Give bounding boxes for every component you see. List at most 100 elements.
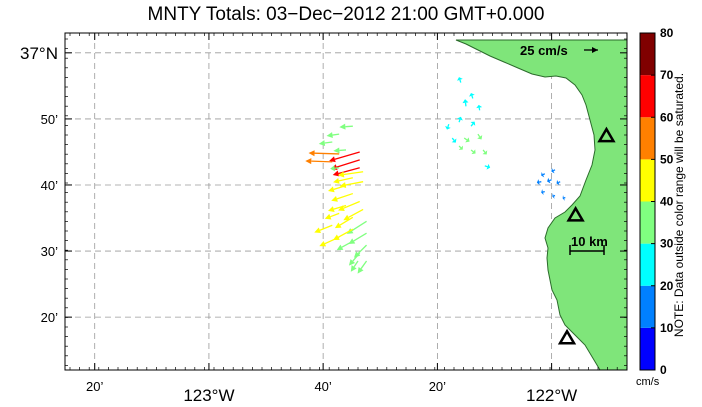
current-vector [536, 179, 542, 186]
vector-head [319, 240, 327, 247]
current-vector [339, 123, 353, 130]
vector-shaft [345, 181, 364, 186]
vector-shaft [471, 95, 474, 99]
current-vectors [305, 77, 566, 274]
colorbar-band [640, 285, 655, 328]
frame-ticks [65, 33, 628, 370]
vector-shaft [360, 260, 368, 270]
current-vector [314, 224, 333, 234]
vector-shaft [338, 177, 353, 182]
vector-head [338, 205, 345, 211]
current-vector [353, 244, 368, 258]
vector-head [541, 171, 545, 178]
vector-head [318, 140, 326, 147]
colorbar-tick-label: 40 [660, 195, 674, 209]
site-north-marker [597, 126, 616, 143]
vector-head [326, 132, 333, 139]
colorbar-band [640, 117, 655, 160]
map-frame [64, 32, 628, 371]
vector-head [462, 99, 469, 104]
vector-head [451, 138, 457, 143]
current-vector [328, 204, 347, 213]
reference-vector-label: 25 cm/s [520, 43, 568, 58]
current-vector [350, 260, 359, 272]
colorbar-tick-label: 10 [660, 321, 674, 335]
vector-shaft [334, 151, 360, 160]
current-vector [458, 145, 464, 150]
vector-head [556, 179, 560, 186]
vector-head [477, 135, 483, 140]
vector-shaft [330, 212, 340, 218]
vector-shaft [458, 145, 462, 149]
colorbar-tick-label: 20 [660, 279, 674, 293]
current-vector [477, 133, 483, 140]
colorbar-band [640, 75, 655, 118]
current-vector [338, 200, 360, 211]
current-vector [329, 151, 360, 163]
vector-head [333, 177, 340, 184]
vector-head [348, 259, 356, 266]
colorbar-band [640, 201, 655, 244]
vector-shaft [353, 232, 367, 242]
vector-shaft [484, 165, 488, 168]
vector-shaft [343, 200, 360, 209]
colorbar-band [640, 243, 655, 286]
colorbar: 0 10 20 30 40 50 60 70 80 [639, 26, 674, 377]
vector-head [541, 189, 544, 195]
reference-vector: 25 cm/s [520, 43, 598, 58]
current-vector [331, 192, 354, 202]
current-vector [339, 181, 364, 188]
current-vector [457, 77, 463, 83]
vector-shaft [447, 123, 450, 128]
vector-shaft [336, 159, 360, 168]
current-vector [469, 93, 475, 99]
current-vector [348, 252, 361, 266]
current-vector [357, 260, 368, 274]
vector-shaft [352, 252, 361, 262]
site-point-marker [566, 205, 585, 222]
vector-head [445, 125, 451, 130]
vector-head [476, 104, 483, 109]
vector-shaft [552, 169, 556, 172]
vector-shaft [338, 167, 360, 175]
vector-shaft [458, 119, 461, 123]
current-vector [330, 165, 340, 172]
vector-shaft [459, 79, 462, 83]
vector-head [536, 179, 540, 186]
x-tick-label: 123°W [183, 386, 234, 405]
vector-shaft [558, 181, 561, 184]
current-vector [457, 116, 463, 123]
current-vector [336, 240, 354, 251]
radar-stations [557, 126, 616, 345]
scale-bar-label: 10 km [571, 234, 608, 249]
x-tick-label: 40’ [314, 379, 331, 394]
vector-head [457, 77, 463, 81]
vector-shaft [319, 224, 333, 231]
colorbar-tick-label: 30 [660, 237, 674, 251]
colorbar-band [640, 327, 655, 370]
vector-shaft [336, 192, 354, 200]
y-tick-label: 30’ [41, 244, 58, 259]
current-vector [482, 149, 488, 155]
current-vector [308, 150, 340, 157]
colorbar-unit: cm/s [636, 376, 660, 388]
x-tick-label: 122°W [526, 386, 577, 405]
current-vector [445, 123, 451, 130]
current-vector [337, 171, 364, 178]
vector-head [457, 116, 463, 121]
vector-head [357, 266, 364, 274]
colorbar-band [640, 33, 655, 76]
vector-shaft [348, 208, 364, 218]
colorbar-tick-label: 70 [660, 68, 674, 82]
colorbar-tick-label: 60 [660, 110, 674, 124]
vector-head [343, 214, 351, 221]
vector-shaft [482, 149, 486, 153]
current-vector [333, 177, 353, 184]
scale-bar: 10 km [569, 234, 608, 255]
vector-head [308, 150, 315, 157]
current-vector [551, 167, 556, 174]
map-title: MNTY Totals: 03−Dec−2012 21:00 GMT+0.000 [147, 4, 545, 25]
current-vector [470, 149, 476, 155]
vector-head [470, 121, 476, 126]
